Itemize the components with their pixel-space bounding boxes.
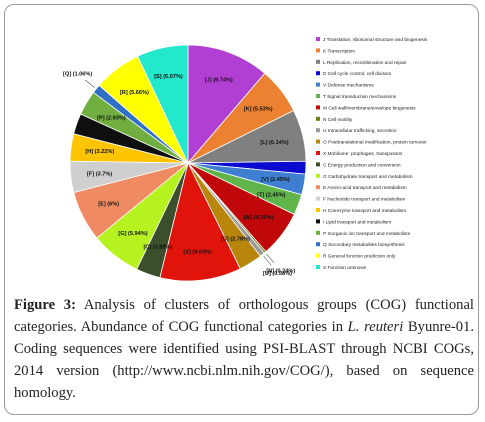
slice-label-t: [T] (2.45%): [257, 193, 285, 199]
slice-label-j: [J] (9.74%): [205, 78, 233, 84]
slice-label-x: [X] (9.63%): [183, 250, 212, 256]
legend-swatch-m: [316, 105, 320, 110]
legend-label-i: I Lipid transport and metabolism: [323, 219, 391, 225]
slice-label-v: [V] (2.45%): [261, 177, 290, 183]
slice-label-o: [O] (2.78%): [221, 236, 250, 242]
legend-label-l: L Replication, recombination and repair: [323, 60, 407, 66]
legend-swatch-n: [316, 116, 320, 121]
legend-label-s: S Function unknown: [323, 265, 367, 271]
leader-line-n: [266, 253, 275, 264]
slice-label-l: [L] (6.14%): [260, 140, 288, 146]
leader-line-q: [85, 79, 95, 88]
legend-swatch-j: [316, 37, 320, 41]
legend-swatch-p: [316, 230, 320, 235]
legend-swatch-i: [316, 219, 320, 224]
legend-swatch-s: [316, 265, 320, 269]
slice-label-g: [G] (5.94%): [118, 231, 147, 237]
legend-swatch-v: [316, 82, 320, 87]
legend-swatch-d: [316, 71, 320, 76]
cog-pie-chart: [J] (9.74%) [K] (5.53%) [L] (6.14%) [V] (2.…: [63, 37, 428, 282]
leader-line-u: [263, 255, 272, 266]
figure-caption: Figure 3: Analysis of clusters of orthol…: [14, 294, 474, 404]
slice-label-q: [Q] (1.06%): [63, 72, 92, 78]
caption-text-1: Analysis of clusters of orthologous grou…: [14, 297, 474, 335]
legend-swatch-l: [316, 59, 320, 64]
slice-label-p: [P] (2.93%): [97, 116, 126, 122]
legend-label-o: O Posttranslational modification, protei…: [323, 140, 427, 146]
legend-label-t: T Signal transduction mechanisms: [323, 94, 397, 100]
legend-swatch-r: [316, 253, 320, 258]
figure-frame: [4, 4, 479, 415]
legend-swatch-h: [316, 208, 320, 212]
legend-label-c: C Energy production and conversion: [323, 162, 401, 168]
legend-label-k: K Transcription: [323, 48, 355, 54]
legend-label-n: N Cell motility: [323, 117, 353, 123]
legend-label-d: D Cell cycle control, cell division: [323, 71, 392, 77]
legend-label-u: U Intracellular trafficking, secretion: [323, 128, 397, 134]
legend-label-x: X Mobilome: prophages, transposons: [323, 151, 403, 157]
legend-swatch-e: [316, 185, 320, 190]
legend-swatch-c: [316, 162, 320, 167]
legend-swatch-x: [316, 151, 320, 155]
slice-label-f: [F] (3.7%): [87, 172, 112, 178]
legend-label-m: M Cell wall/membrane/envelope biogenesis: [323, 105, 416, 111]
slice-label-m: [M] (5.50%): [244, 215, 274, 221]
legend-swatch-o: [316, 139, 320, 144]
legend-swatch-q: [316, 242, 320, 247]
slice-label-e: [E] (6%): [98, 201, 119, 207]
slice-label-k: [K] (5.53%): [244, 106, 273, 112]
legend-swatch-f: [316, 196, 320, 201]
legend-label-e: E Amino-acid transport and metabolism: [323, 185, 407, 191]
figure-label: Figure 3:: [14, 297, 76, 313]
legend-swatch-g: [316, 173, 320, 178]
legend-swatch-t: [316, 94, 320, 98]
slice-label-n: [N] (0.24%): [266, 269, 295, 275]
legend-label-p: P Inorganic ion transport and metabolism: [323, 231, 410, 237]
legend-label-j: J Translation, ribosomal structure and b…: [323, 37, 428, 43]
slice-label-c: [C] (2.88%): [143, 245, 172, 251]
pie-slice-s: [137, 44, 189, 164]
slice-label-r: [R] (5.66%): [120, 90, 149, 96]
slice-label-h: [H] (3.22%): [85, 149, 114, 155]
legend-label-g: G Carbohydrate transport and metabolism: [323, 174, 413, 180]
pie-slice-j: [187, 44, 266, 165]
slice-label-s: [S] (6.07%): [154, 74, 183, 80]
caption-species: L. reuteri: [347, 319, 404, 335]
pie-slice-x: [159, 161, 241, 282]
slice-label-i: [I] (2.45%): [91, 131, 118, 137]
legend-swatch-k: [316, 48, 320, 53]
legend-swatch-u: [316, 128, 320, 133]
legend-label-r: R General function prediction only: [323, 254, 396, 260]
legend-label-v: V Defense mechanisms: [323, 83, 374, 89]
caption-text-2: Byunre-01. Coding sequences were identif…: [14, 319, 474, 401]
legend-label-q: Q Secondary metabolites biosynthesis: [323, 242, 405, 248]
legend-label-f: F Nucleotide transport and metabolism: [323, 197, 405, 203]
slice-label-u: [U] (0.58%): [263, 271, 292, 277]
legend-label-h: H Coenzyme transport and metabolism: [323, 208, 406, 214]
